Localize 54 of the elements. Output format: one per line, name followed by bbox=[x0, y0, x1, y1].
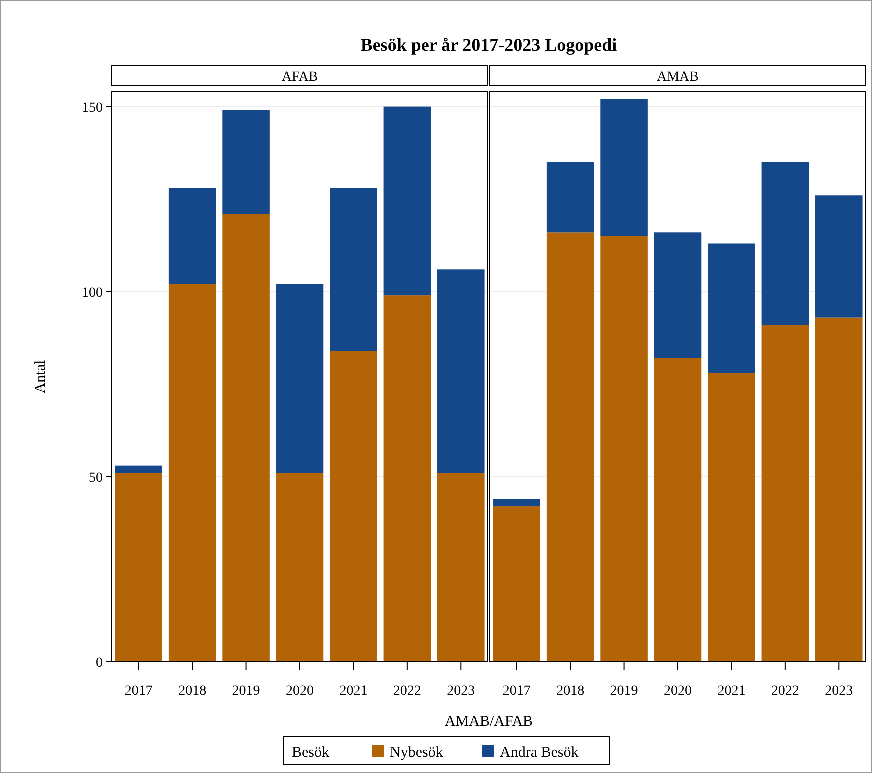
bar bbox=[276, 284, 324, 474]
bar bbox=[222, 110, 270, 214]
legend-title: Besök bbox=[292, 745, 330, 761]
chart-subtitle: AFAB bbox=[282, 70, 318, 85]
x-tick-label: 2018 bbox=[178, 684, 207, 699]
y-tick-label: 50 bbox=[89, 470, 103, 486]
x-tick-label: 2017 bbox=[124, 684, 153, 699]
legend-label: Nybesök bbox=[390, 745, 444, 761]
y-tick-label: 0 bbox=[96, 656, 103, 671]
bar bbox=[222, 214, 270, 662]
y-tick-label: 150 bbox=[82, 100, 103, 116]
x-tick-label: 2022 bbox=[771, 684, 800, 699]
bar bbox=[168, 188, 216, 284]
y-tick-label: 100 bbox=[82, 286, 103, 301]
bar bbox=[330, 351, 378, 662]
bar bbox=[168, 284, 216, 662]
bar bbox=[115, 473, 162, 662]
x-axis-title: AMAB/AFAB bbox=[444, 714, 534, 730]
x-tick-label: 2017 bbox=[502, 684, 531, 699]
bar bbox=[708, 244, 756, 374]
bar bbox=[384, 106, 432, 296]
bar bbox=[816, 196, 863, 318]
x-tick-label: 2019 bbox=[610, 684, 638, 699]
y-axis-title: Antal bbox=[33, 360, 49, 394]
bar bbox=[600, 236, 648, 662]
bar bbox=[762, 325, 810, 662]
x-tick-label: 2020 bbox=[664, 684, 692, 699]
bar bbox=[546, 162, 594, 233]
bar bbox=[708, 373, 756, 662]
bar bbox=[546, 232, 594, 662]
x-tick-label: 2022 bbox=[393, 684, 422, 699]
bar bbox=[654, 232, 702, 358]
bar bbox=[384, 296, 432, 662]
bar bbox=[816, 318, 863, 662]
bar bbox=[438, 473, 485, 662]
x-tick-label: 2023 bbox=[825, 684, 854, 699]
bar bbox=[276, 473, 324, 662]
legend-label: Andra Besök bbox=[500, 745, 580, 761]
bar bbox=[600, 99, 648, 236]
x-tick-label: 2023 bbox=[447, 684, 476, 699]
bar bbox=[115, 466, 162, 474]
x-tick-label: 2019 bbox=[232, 684, 260, 699]
x-tick-label: 2018 bbox=[556, 684, 585, 699]
chart-subtitle: AMAB bbox=[656, 70, 700, 85]
bar bbox=[654, 358, 702, 662]
chart-title: Besök per år 2017-2023 Logopedi bbox=[360, 35, 618, 55]
bar bbox=[493, 506, 540, 662]
bar bbox=[762, 162, 810, 326]
x-tick-label: 2020 bbox=[286, 684, 314, 699]
x-tick-label: 2021 bbox=[340, 684, 368, 699]
x-tick-label: 2021 bbox=[718, 684, 746, 699]
bar bbox=[438, 270, 485, 474]
bar bbox=[493, 499, 540, 507]
bar bbox=[330, 188, 378, 352]
